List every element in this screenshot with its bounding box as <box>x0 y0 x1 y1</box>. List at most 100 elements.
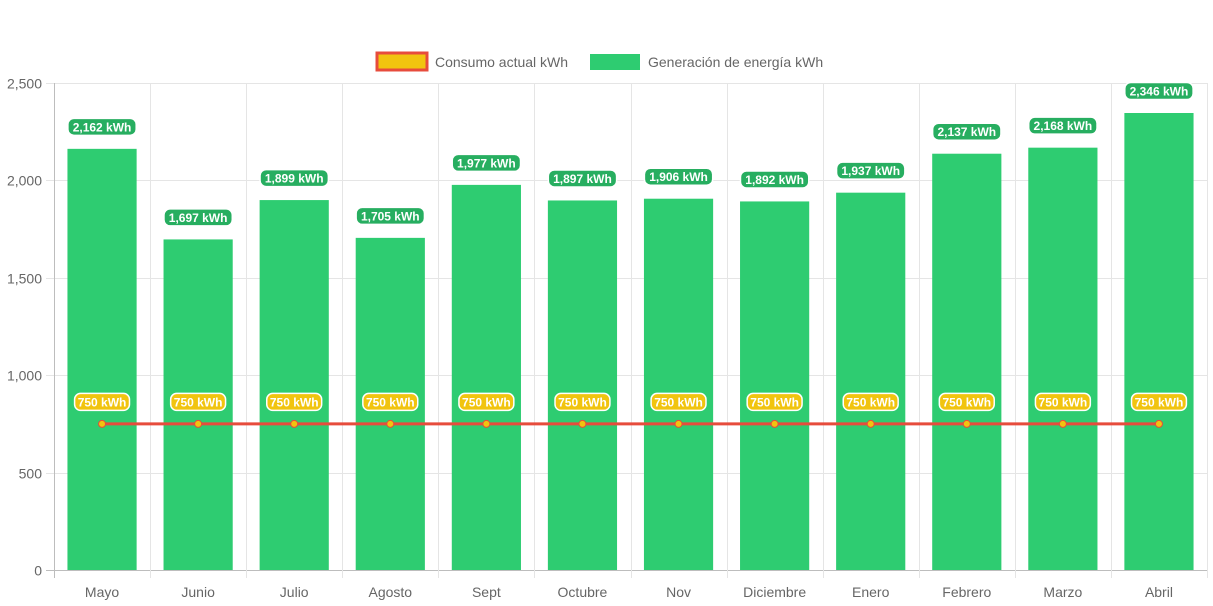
point-consumo <box>962 419 971 428</box>
data-label-consumo-bg <box>362 392 419 412</box>
data-label-consumo-bg <box>746 392 803 412</box>
data-label-consumo: 750 kWh <box>1034 392 1092 412</box>
grid <box>46 83 1208 578</box>
axes: 0 500 1,000 1,500 2,000 2,500 Mayo Junio Julio Ag… <box>7 76 1173 601</box>
point-consumo <box>866 419 875 428</box>
point-consumo <box>194 419 203 428</box>
data-label-generacion: 2,346 kWh <box>1124 81 1194 101</box>
data-label-consumo-text: 750 kWh <box>654 395 703 409</box>
bar-generacion <box>1028 147 1098 571</box>
data-label-generacion-text: 1,906 kWh <box>649 170 708 184</box>
x-tick-label: Febrero <box>942 584 991 600</box>
bar-series <box>67 112 1194 571</box>
data-label-consumo-bg <box>458 392 515 412</box>
data-label-consumo: 750 kWh <box>938 392 995 412</box>
x-tick-label: Diciembre <box>743 584 806 600</box>
data-label-generacion: 1,705 kWh <box>355 206 426 226</box>
x-tick-label: Mayo <box>85 584 119 600</box>
y-tick-label: 2,000 <box>7 173 42 189</box>
data-label-generacion-bg <box>163 208 234 227</box>
data-label-consumo: 750 kWh <box>73 392 131 412</box>
data-label-generacion-text: 2,162 kWh <box>73 120 132 134</box>
data-label-generacion: 1,937 kWh <box>835 161 906 180</box>
data-label-consumo-bg <box>650 392 707 412</box>
legend-item-generacion[interactable]: Generación de energía kWh <box>590 54 823 70</box>
x-tick-label: Marzo <box>1043 584 1082 600</box>
point-consumo <box>578 419 587 428</box>
data-label-generacion: 1,697 kWh <box>163 208 234 227</box>
data-label-generacion-text: 1,897 kWh <box>553 172 612 186</box>
data-label-generacion-bg <box>931 122 1002 141</box>
data-label-consumo-bg <box>554 392 611 412</box>
point-consumo <box>674 419 683 428</box>
data-label-generacion-text: 1,937 kWh <box>841 164 900 178</box>
x-tick-label: Julio <box>280 584 309 600</box>
data-label-generacion-text: 1,977 kWh <box>457 156 516 170</box>
x-tick-label: Sept <box>472 584 501 600</box>
data-label-generacion-bg <box>739 170 810 189</box>
data-label-consumo-bg <box>1034 392 1092 412</box>
x-tick-label: Abril <box>1145 584 1173 600</box>
legend-item-consumo[interactable]: Consumo actual kWh <box>375 51 568 72</box>
x-tick-label: Junio <box>181 584 215 600</box>
data-label-consumo-text: 750 kWh <box>942 395 991 409</box>
data-label-consumo-text: 750 kWh <box>558 395 607 409</box>
data-label-generacion-bg <box>451 153 522 173</box>
point-consumo <box>1058 419 1067 428</box>
data-label-consumo-text: 750 kWh <box>78 395 127 409</box>
data-label-generacion-bg <box>547 169 618 188</box>
bar-generacion <box>836 192 906 570</box>
legend-swatch-generacion <box>590 54 640 70</box>
data-label-generacion-bg <box>355 206 426 226</box>
bar-generacion <box>547 200 618 570</box>
data-label-generacion-text: 1,892 kWh <box>745 173 804 187</box>
data-label-generacion: 2,137 kWh <box>931 122 1002 141</box>
point-consumo <box>482 419 491 428</box>
point-consumo <box>98 419 107 428</box>
data-label-consumo-text: 750 kWh <box>846 395 895 409</box>
data-label-consumo-text: 750 kWh <box>270 395 319 409</box>
data-label-generacion-text: 1,899 kWh <box>265 172 324 186</box>
data-labels: 2,162 kWh 1,697 kWh 1,899 kWh 1,705 kWh 1,97… <box>67 81 1194 412</box>
bar-generacion <box>1124 112 1194 570</box>
data-label-consumo-text: 750 kWh <box>462 395 511 409</box>
bar-generacion <box>740 201 810 570</box>
data-label-consumo: 750 kWh <box>169 392 227 412</box>
data-label-generacion-bg <box>835 161 906 180</box>
data-label-generacion-bg <box>259 168 330 188</box>
y-tick-label: 2,500 <box>7 76 42 92</box>
bar-generacion <box>67 148 137 570</box>
y-tick-label: 500 <box>19 466 43 482</box>
x-tick-label: Nov <box>666 584 691 600</box>
data-label-consumo: 750 kWh <box>554 392 611 412</box>
legend-swatch-consumo <box>375 51 429 72</box>
data-label-consumo-bg <box>169 392 227 412</box>
point-consumo <box>290 419 299 428</box>
data-label-generacion: 1,892 kWh <box>739 170 810 189</box>
data-label-generacion: 2,168 kWh <box>1027 116 1098 135</box>
data-label-consumo: 750 kWh <box>458 392 515 412</box>
data-label-generacion-text: 1,697 kWh <box>169 211 228 225</box>
bar-generacion <box>643 198 714 571</box>
bar-generacion <box>259 200 329 570</box>
data-label-consumo: 750 kWh <box>1130 392 1188 412</box>
data-label-consumo-text: 750 kWh <box>750 395 799 409</box>
data-label-generacion-bg <box>1124 81 1194 101</box>
line-series <box>98 419 1163 428</box>
data-label-generacion-text: 1,705 kWh <box>361 209 420 223</box>
legend: Consumo actual kWh Generación de energía… <box>375 51 823 72</box>
data-label-consumo-text: 750 kWh <box>174 395 223 409</box>
data-label-generacion-bg <box>643 167 714 186</box>
data-label-consumo-text: 750 kWh <box>1039 395 1088 409</box>
data-label-consumo-bg <box>1130 392 1188 412</box>
data-label-generacion-text: 2,168 kWh <box>1034 119 1093 133</box>
data-label-generacion: 1,897 kWh <box>547 169 618 188</box>
y-tick-label: 1,000 <box>7 368 42 384</box>
x-tick-label: Agosto <box>368 584 412 600</box>
data-label-generacion: 1,899 kWh <box>259 168 330 188</box>
data-label-consumo: 750 kWh <box>266 392 323 412</box>
legend-label-consumo: Consumo actual kWh <box>435 54 568 70</box>
point-consumo <box>1154 419 1163 428</box>
data-label-generacion-bg <box>1027 116 1098 135</box>
